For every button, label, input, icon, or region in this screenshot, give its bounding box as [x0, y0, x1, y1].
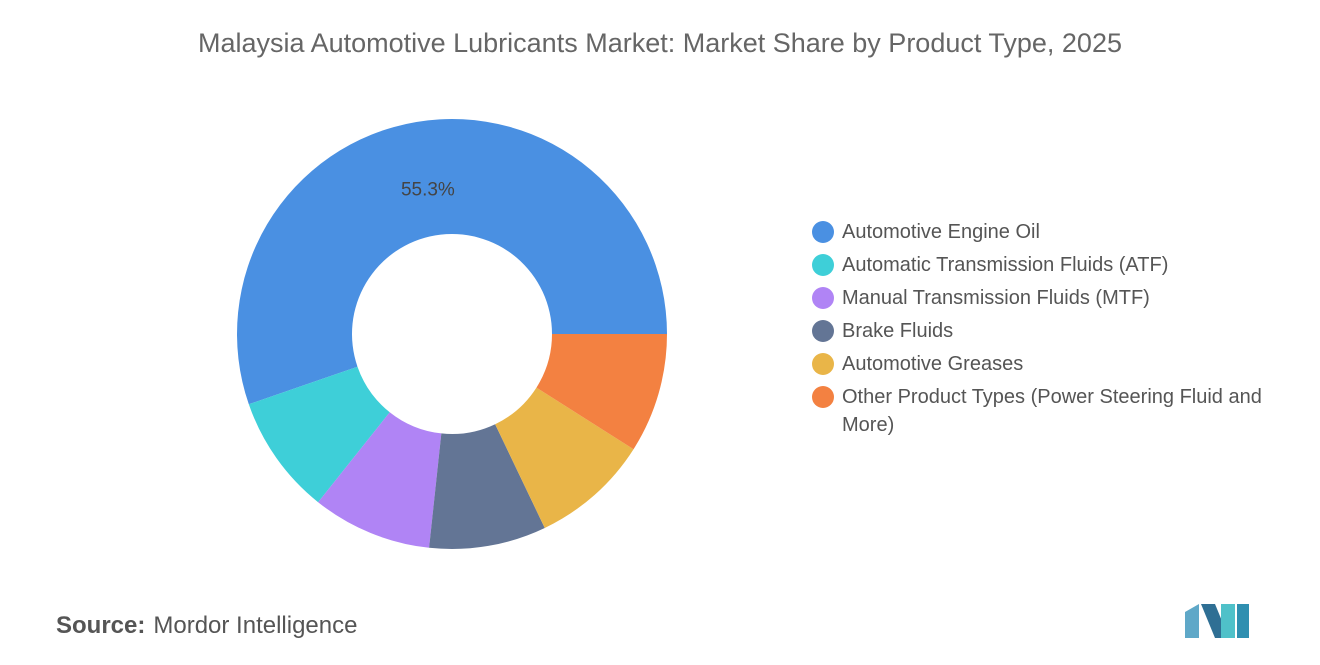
slice — [495, 387, 634, 528]
legend-item: Automotive Engine Oil — [812, 218, 1282, 246]
legend-item: Automotive Greases — [812, 350, 1282, 378]
value-label: 55.3% — [401, 180, 455, 201]
slice — [318, 412, 442, 548]
legend-label: Automotive Engine Oil — [842, 221, 1040, 243]
slice — [248, 366, 390, 503]
legend-label: Manual Transmission Fluids (MTF) — [842, 287, 1150, 309]
legend-label: Automotive Greases — [842, 353, 1024, 375]
chart-title: Malaysia Automotive Lubricants Market: M… — [198, 28, 1122, 58]
legend-item: Brake Fluids — [812, 317, 1282, 345]
legend-marker — [812, 320, 834, 342]
legend-marker — [812, 287, 834, 309]
legend-item: Manual Transmission Fluids (MTF) — [812, 284, 1282, 312]
legend-item: Automatic Transmission Fluids (ATF) — [812, 251, 1282, 279]
legend-marker — [812, 386, 834, 408]
legend-label: Brake Fluids — [842, 320, 954, 342]
slice — [536, 334, 667, 450]
slice — [429, 424, 545, 549]
legend: Automotive Engine Oil Automatic Transmiss… — [812, 218, 1282, 444]
legend-marker — [812, 254, 834, 276]
legend-item: Other Product Types (Power Steering Flui… — [812, 383, 1282, 439]
legend-label: Automatic Transmission Fluids (ATF) — [842, 254, 1169, 276]
source-label: Source: — [56, 612, 146, 639]
legend-marker — [812, 353, 834, 375]
slice — [237, 119, 668, 405]
legend-marker — [812, 221, 834, 243]
legend-label: Other Product Types (Power Steering Flui… — [842, 386, 1262, 436]
source-text: Mordor Intelligence — [153, 612, 358, 639]
source: Source: Mordor Intelligence — [56, 612, 357, 640]
logo — [1185, 604, 1249, 638]
